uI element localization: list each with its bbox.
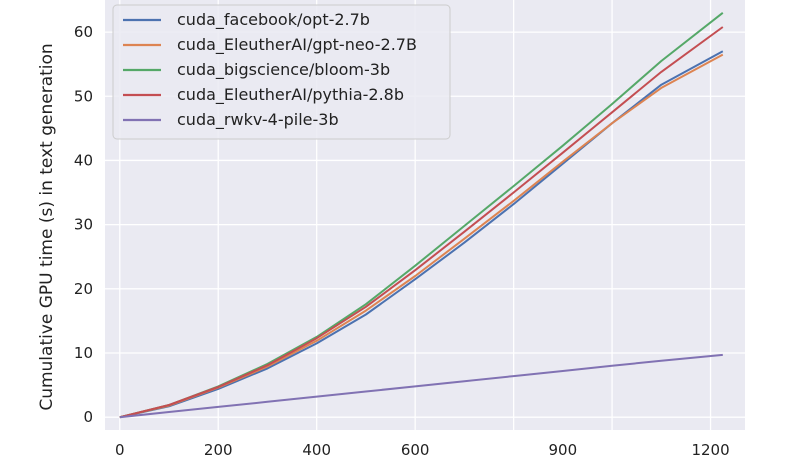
legend-label: cuda_facebook/opt-2.7b: [177, 10, 370, 30]
legend-label: cuda_rwkv-4-pile-3b: [177, 110, 339, 130]
legend: cuda_facebook/opt-2.7b cuda_EleutherAI/gp…: [112, 4, 451, 140]
y-tick-labels: 0 10 20 30 40 50 60: [74, 23, 93, 426]
y-tick-label: 10: [74, 344, 93, 362]
legend-label: cuda_EleutherAI/pythia-2.8b: [177, 85, 404, 105]
x-tick-label: 200: [204, 441, 233, 459]
series-lines: [119, 12, 724, 419]
series-line-5: [119, 353, 723, 419]
y-tick-label: 60: [74, 23, 93, 41]
x-tick-label: 1200: [691, 441, 729, 459]
x-tick-label: 900: [549, 441, 578, 459]
x-tick-label: 400: [302, 441, 331, 459]
series-line-4: [119, 26, 724, 419]
x-tick-label: 600: [401, 441, 430, 459]
y-tick-label: 40: [74, 151, 93, 169]
y-tick-label: 30: [74, 216, 93, 234]
y-axis-title: Cumulative GPU time (s) in text generati…: [37, 43, 57, 410]
y-tick-label: 0: [83, 408, 93, 426]
y-tick-label: 50: [74, 87, 93, 105]
legend-label: cuda_EleutherAI/gpt-neo-2.7B: [177, 35, 417, 55]
legend-label: cuda_bigscience/bloom-3b: [177, 60, 390, 80]
y-tick-label: 20: [74, 280, 93, 298]
legend-box: [112, 4, 451, 140]
x-tick-labels: 0 200 400 600 900 1200: [115, 441, 730, 459]
x-tick-label: 0: [115, 441, 125, 459]
